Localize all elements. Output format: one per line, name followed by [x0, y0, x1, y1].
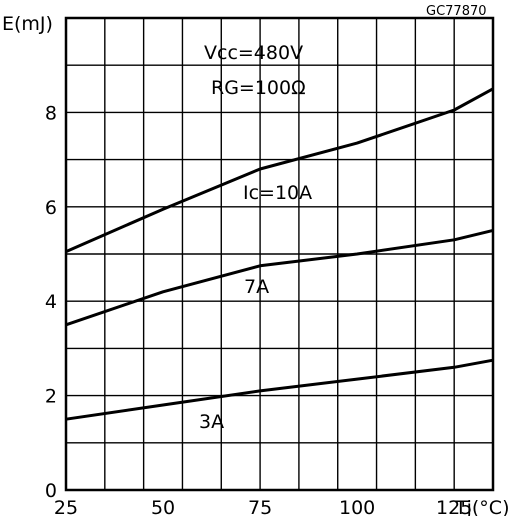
series-label-3a: 3A — [199, 411, 224, 433]
y-tick-label: 0 — [45, 480, 57, 502]
series-line-2 — [65, 358, 494, 421]
series-line-0 — [65, 87, 494, 253]
x-tick-label: 75 — [248, 497, 272, 516]
figure-id: GC77870 — [426, 4, 487, 19]
x-tick-label: 125 — [436, 497, 472, 516]
y-tick-label: 4 — [45, 291, 57, 313]
y-tick-label: 8 — [45, 102, 57, 124]
y-tick-label: 2 — [45, 386, 57, 408]
vcc-annotation: Vcc=480V — [204, 42, 303, 64]
grid — [66, 18, 493, 490]
rg-annotation: RG=100Ω — [211, 77, 306, 99]
plot-frame — [64, 16, 495, 492]
series-label-10a: Ic=10A — [243, 182, 312, 204]
x-tick-label: 25 — [54, 497, 78, 516]
series-line-1 — [65, 228, 494, 327]
series-label-7a: 7A — [244, 276, 269, 298]
x-tick-label: 50 — [151, 497, 175, 516]
x-axis-label: Tj(°C) — [454, 497, 509, 516]
axis-tick-labels: 0 2 4 6 8 25 50 75 100 125 — [45, 102, 472, 516]
y-tick-label: 6 — [45, 197, 57, 219]
x-tick-label: 100 — [339, 497, 375, 516]
series-lines — [65, 87, 494, 421]
y-axis-label: E(mJ) — [2, 13, 53, 35]
